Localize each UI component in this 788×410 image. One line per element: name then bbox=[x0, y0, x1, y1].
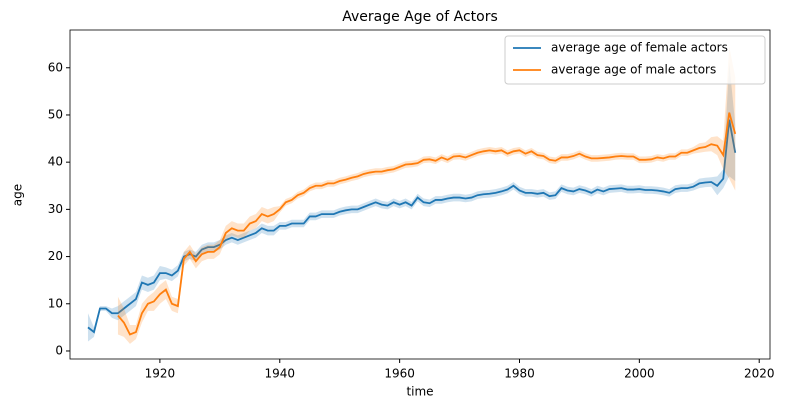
y-tick-label: 30 bbox=[48, 202, 63, 216]
plot-frame bbox=[69, 29, 771, 360]
legend-label: average age of male actors bbox=[551, 63, 716, 77]
x-tick-label: 1940 bbox=[264, 367, 295, 381]
x-tick-label: 1980 bbox=[504, 367, 535, 381]
x-axis-label: time bbox=[406, 385, 433, 399]
y-axis-label: age bbox=[11, 184, 25, 206]
x-tick-label: 1920 bbox=[145, 367, 176, 381]
y-tick-label: 0 bbox=[55, 343, 63, 357]
x-tick-label: 1960 bbox=[384, 367, 415, 381]
y-tick-label: 20 bbox=[48, 249, 63, 263]
y-tick-label: 50 bbox=[48, 107, 63, 121]
y-tick-label: 60 bbox=[48, 60, 63, 74]
chart-title: Average Age of Actors bbox=[342, 9, 498, 25]
legend: average age of female actors average age … bbox=[504, 35, 766, 85]
legend-box bbox=[504, 35, 766, 85]
legend-label: average age of female actors bbox=[551, 41, 728, 55]
series-line bbox=[87, 119, 737, 334]
confidence-band bbox=[117, 46, 736, 344]
series-line bbox=[117, 112, 737, 336]
x-tick-label: 2020 bbox=[744, 367, 775, 381]
y-tick-label: 10 bbox=[48, 296, 63, 310]
confidence-band bbox=[87, 63, 736, 342]
x-tick-label: 2000 bbox=[624, 367, 655, 381]
y-tick-label: 40 bbox=[48, 155, 63, 169]
